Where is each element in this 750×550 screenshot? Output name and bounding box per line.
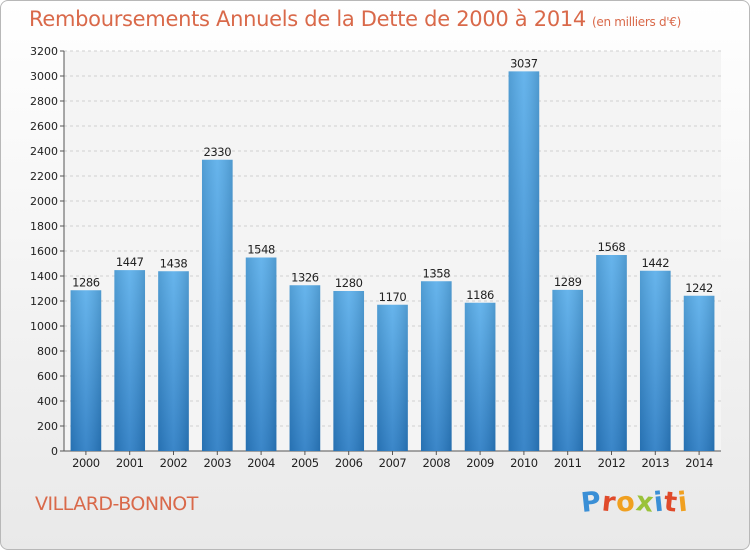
y-tick-label: 3200 [30, 45, 58, 58]
x-tick-label: 2005 [291, 456, 319, 470]
bar-shade [158, 271, 189, 451]
data-label: 1438 [160, 256, 188, 270]
bar-shade [114, 270, 146, 451]
bar-shade [683, 295, 715, 451]
y-tick-label: 2200 [30, 170, 58, 183]
bar-shade [552, 289, 584, 451]
x-tick-label: 2006 [335, 456, 363, 470]
y-tick-label: 1000 [30, 320, 58, 333]
x-tick-label: 2013 [641, 456, 669, 470]
bar-shade [245, 257, 277, 451]
y-tick-label: 600 [37, 370, 58, 383]
bar-shade [201, 159, 233, 451]
bar-shade [289, 285, 321, 451]
logo-letter: i [676, 486, 691, 519]
y-tick-label: 1800 [30, 220, 58, 233]
data-label: 1170 [379, 290, 407, 304]
y-tick-label: 0 [51, 445, 58, 458]
y-tick-label: 2000 [30, 195, 58, 208]
x-tick-label: 2001 [116, 456, 144, 470]
y-tick-label: 1600 [30, 245, 58, 258]
data-label: 1326 [291, 270, 319, 284]
y-tick-label: 2400 [30, 145, 58, 158]
data-label: 1186 [466, 288, 494, 302]
x-tick-label: 2011 [554, 456, 582, 470]
x-tick-label: 2010 [510, 456, 538, 470]
data-label: 1447 [116, 255, 144, 269]
data-label: 1280 [335, 276, 363, 290]
data-label: 1289 [554, 275, 582, 289]
unit-note: (en milliers d'€) [592, 15, 682, 29]
bar-shade [464, 302, 496, 451]
x-tick-label: 2004 [247, 456, 275, 470]
data-label: 1442 [641, 256, 669, 270]
y-tick-label: 1200 [30, 295, 58, 308]
bar-shade [377, 304, 408, 451]
data-label: 3037 [510, 56, 538, 70]
bar-shade [639, 270, 671, 451]
bar-shade [333, 291, 365, 451]
y-tick-label: 400 [37, 395, 58, 408]
y-tick-label: 800 [37, 345, 58, 358]
y-tick-label: 3000 [30, 70, 58, 83]
x-tick-label: 2014 [685, 456, 713, 470]
data-label: 1548 [247, 243, 275, 257]
data-label: 1358 [422, 266, 450, 280]
bar-shade [420, 281, 452, 451]
x-tick-label: 2008 [422, 456, 450, 470]
y-tick-label: 200 [37, 420, 58, 433]
bar-shade [70, 290, 102, 451]
data-label: 1568 [598, 240, 626, 254]
chart-title-text: Remboursements Annuels de la Dette de 20… [29, 7, 586, 31]
bar-shade [508, 71, 540, 451]
x-tick-label: 2002 [160, 456, 188, 470]
y-tick-label: 2600 [30, 120, 58, 133]
data-label: 2330 [203, 145, 231, 159]
bar-shade [596, 255, 627, 451]
x-tick-label: 2000 [72, 456, 100, 470]
proxiti-logo[interactable]: Proxiti [579, 486, 691, 519]
x-tick-label: 2012 [598, 456, 626, 470]
x-tick-label: 2009 [466, 456, 494, 470]
y-tick-label: 2800 [30, 95, 58, 108]
data-label: 1286 [72, 275, 100, 289]
x-tick-label: 2003 [203, 456, 231, 470]
city-name: VILLARD-BONNOT [35, 493, 198, 515]
data-label: 1242 [685, 281, 713, 295]
x-tick-label: 2007 [379, 456, 407, 470]
chart-title: Remboursements Annuels de la Dette de 20… [29, 7, 681, 31]
y-tick-label: 1400 [30, 270, 58, 283]
